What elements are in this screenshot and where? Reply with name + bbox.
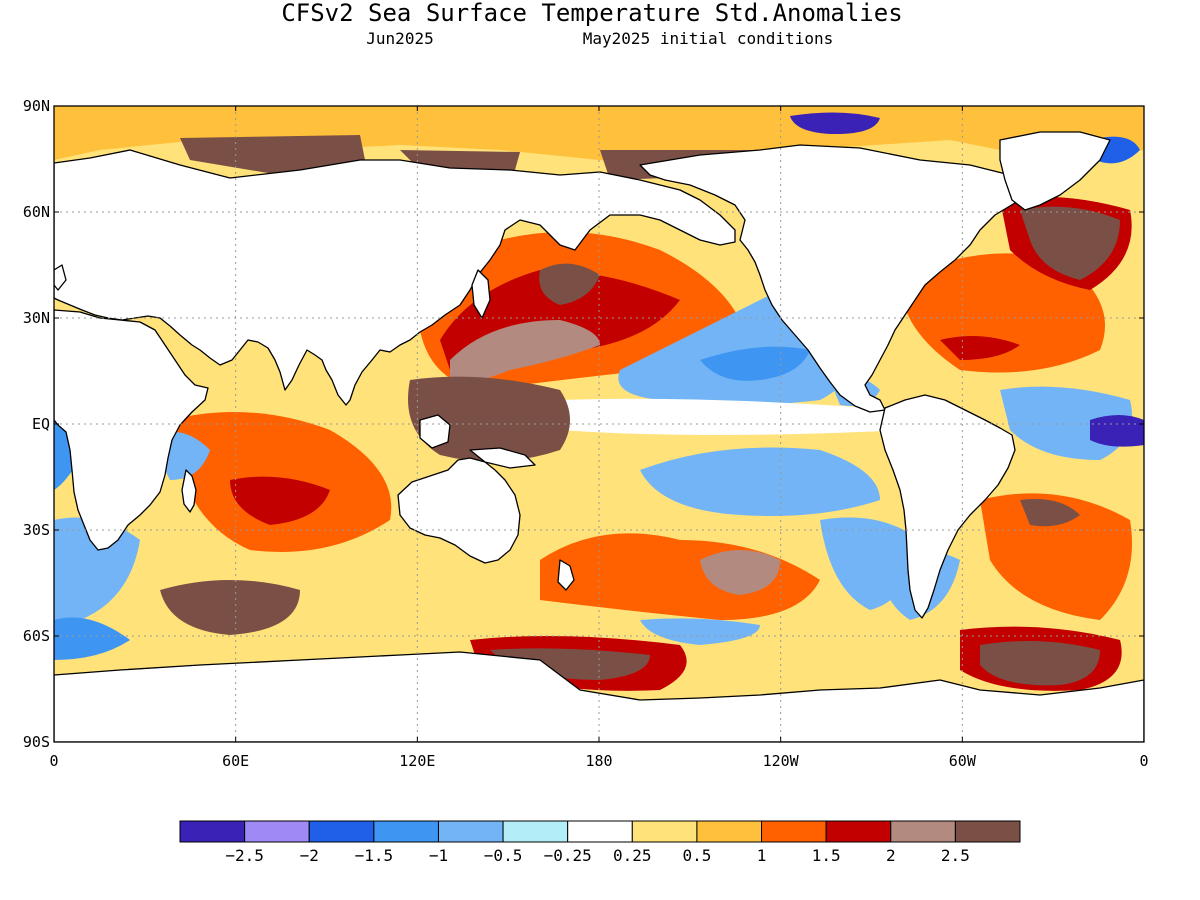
lon-tick-label: 0 [1139, 752, 1148, 770]
colorbar-swatch [373, 820, 439, 843]
lat-tick-label: EQ [32, 415, 50, 433]
north-pacific-warm-max [539, 263, 600, 305]
longitude-axis: 0 60E 120E 180 120W 60W 0 [49, 106, 1149, 770]
lon-tick-label: 0 [49, 752, 58, 770]
colorbar-label: 2.5 [941, 846, 970, 865]
colorbar-swatch [308, 820, 375, 843]
colorbar-swatch [631, 820, 698, 843]
land-uk [54, 264, 67, 291]
land-eurasia [54, 149, 736, 406]
colorbar-swatch [954, 820, 1021, 843]
colorbar-label: −0.5 [484, 846, 523, 865]
south-atlantic-warm [980, 493, 1132, 620]
lat-tick-label: 90N [23, 97, 50, 115]
colorbar-swatch [567, 820, 633, 843]
lat-tick-label: 30N [23, 309, 50, 327]
lon-tick-label: 120E [399, 752, 435, 770]
colorbar-label: −1.5 [355, 846, 394, 865]
weddell-warm-core [980, 641, 1100, 686]
latitude-axis: 90N 60N 30N EQ 30S 60S 90S [23, 97, 1144, 751]
land-greenland [999, 131, 1111, 211]
colorbar-label: −1 [429, 846, 448, 865]
land-new-zealand [557, 559, 575, 591]
southern-ocean-cool [640, 618, 760, 645]
southern-ocean-warm-core [490, 648, 650, 680]
colorbar-label: −0.25 [544, 846, 592, 865]
colorbar-swatch [244, 820, 310, 843]
land-australia [397, 457, 521, 564]
initial-conditions: May2025 initial conditions [583, 29, 833, 48]
map-title: CFSv2 Sea Surface Temperature Std.Anomal… [281, 0, 902, 27]
gridlines [54, 106, 1144, 742]
map-panel [54, 106, 1144, 742]
land-borneo [419, 414, 451, 449]
colorbar-swatch [437, 820, 504, 843]
south-indian-cool [54, 617, 130, 660]
lon-tick-label: 120W [763, 752, 800, 770]
colorbar-swatch [825, 820, 892, 843]
lat-tick-label: 60N [23, 203, 50, 221]
barents-warm-patch [180, 135, 365, 175]
eastern-pacific-cool-patch [640, 447, 880, 516]
arctic-cool-patch [790, 112, 880, 135]
lon-tick-label: 180 [585, 752, 612, 770]
land-new-guinea [469, 447, 536, 469]
colorbar-label: 0.5 [682, 846, 711, 865]
tropical-atlantic-cool-core [1090, 415, 1144, 447]
south-indian-cool [54, 517, 140, 620]
south-indian-warm [160, 580, 300, 635]
colorbar-label: 0.25 [613, 846, 652, 865]
indian-ocean-warm-core [230, 476, 330, 525]
lon-tick-label: 60E [222, 752, 249, 770]
lat-tick-label: 60S [23, 627, 50, 645]
equatorial-pacific-neutral [560, 398, 905, 435]
lat-tick-label: 90S [23, 733, 50, 751]
colorbar-swatch [179, 820, 246, 843]
lon-tick-label: 60W [949, 752, 977, 770]
colorbar: −2.5 −2 −1.5 −1 −0.5 −0.25 0.25 0.5 1 1.5 2 2.5 [179, 820, 1021, 865]
colorbar-label: 1 [757, 846, 767, 865]
land-antarctica [54, 651, 1144, 742]
colorbar-swatch [502, 820, 569, 843]
north-atlantic-warm-core [940, 336, 1020, 360]
colorbar-label: 2 [886, 846, 896, 865]
colorbar-swatch [696, 820, 763, 843]
land-africa [54, 309, 209, 551]
lat-tick-label: 30S [23, 521, 50, 539]
south-pacific-warm-core [700, 550, 780, 595]
colorbar-label: −2.5 [225, 846, 264, 865]
labrador-sea-warm-core [1020, 206, 1120, 280]
colorbar-swatch [761, 820, 827, 843]
land-south-america [879, 394, 1016, 619]
colorbar-swatch [890, 820, 956, 843]
forecast-month: Jun2025 [366, 29, 433, 48]
north-pacific-warm-max [450, 320, 600, 384]
subtropical-pacific-cool-band [700, 346, 810, 381]
colorbar-label: −2 [300, 846, 319, 865]
anomaly-field [54, 106, 1144, 691]
colorbar-label: 1.5 [812, 846, 841, 865]
south-atlantic-warm-core [1020, 499, 1080, 527]
land-madagascar [181, 469, 197, 513]
